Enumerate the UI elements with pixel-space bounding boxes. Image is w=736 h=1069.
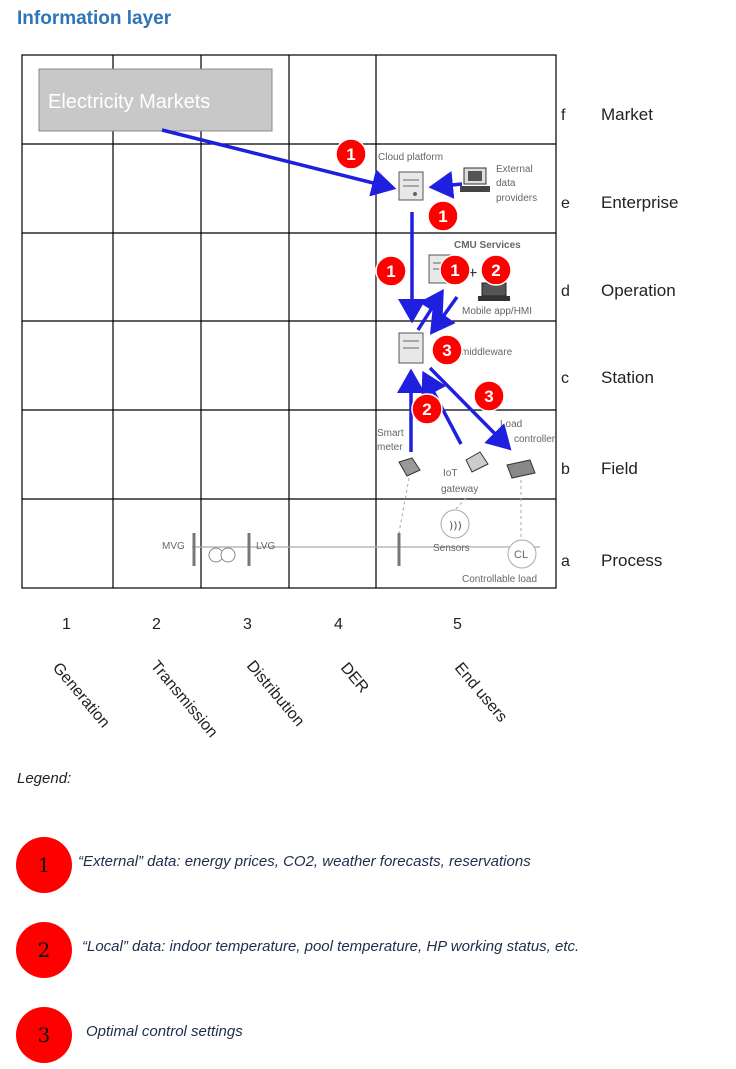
svg-text:IoT: IoT	[443, 468, 457, 479]
legend-title: Legend:	[17, 770, 72, 787]
badge-1-cmu: 1	[439, 254, 471, 286]
svg-text:gateway: gateway	[441, 484, 478, 495]
svg-text:Controllable load: Controllable load	[462, 574, 537, 585]
controllable-load-icon: CL	[507, 539, 537, 569]
zone-letter-a: a	[561, 553, 570, 570]
zone-name-process: Process	[601, 551, 662, 570]
legend-badge-1: 1	[16, 837, 72, 893]
legend-text-2: “Local” data: indoor temperature, pool t…	[82, 938, 580, 955]
svg-text:meter: meter	[377, 442, 403, 453]
svg-text:Electricity Markets: Electricity Markets	[48, 91, 210, 113]
arrow-middleware-to-load	[428, 366, 512, 451]
domain-name-transmission: Transmission	[147, 658, 221, 741]
domain-name-der: DER	[337, 660, 372, 697]
svg-text:controller: controller	[514, 434, 556, 445]
badge-3-load: 3	[473, 380, 505, 412]
domain-num-3: 3	[243, 616, 252, 633]
dashed-connectors	[398, 477, 522, 540]
process-line: MVG LVG	[162, 533, 540, 566]
svg-text:Sensors: Sensors	[433, 543, 470, 554]
legend-item-2: 2 “Local” data: indoor temperature, pool…	[16, 922, 716, 978]
svg-text:1: 1	[438, 207, 447, 226]
domain-num-1: 1	[62, 616, 71, 633]
data-flow-arrows	[161, 128, 512, 452]
domain-num-4: 4	[334, 616, 343, 633]
zone-labels: f Market e Enterprise d Operation c Stat…	[561, 105, 678, 570]
svg-text:CL: CL	[514, 549, 528, 561]
zone-letter-c: c	[561, 370, 569, 387]
mobile-app-icon	[478, 282, 510, 301]
electricity-markets-box: Electricity Markets	[38, 68, 273, 132]
smart-meter-icon	[398, 457, 421, 477]
svg-text:1: 1	[386, 262, 395, 281]
badge-1-external: 1	[427, 200, 459, 232]
legend-badge-3: 3	[16, 1007, 72, 1063]
svg-text:2: 2	[491, 261, 500, 280]
svg-text:Mobile app/HMI: Mobile app/HMI	[462, 306, 532, 317]
badges: 1 1 1 1 2 3 2 3	[335, 138, 512, 425]
zone-letter-d: d	[561, 283, 570, 300]
arrow-external-to-cloud	[428, 170, 463, 199]
zone-letter-e: e	[561, 195, 570, 212]
zone-name-operation: Operation	[601, 281, 676, 300]
svg-text:CMU Services: CMU Services	[454, 240, 521, 251]
load-controller-icon	[506, 459, 536, 479]
arrow-markets-to-cloud	[161, 128, 397, 197]
zone-name-market: Market	[601, 105, 653, 124]
domain-labels: 1 2 3 4 5 Generation Transmission Distri…	[49, 616, 510, 741]
svg-text:middleware: middleware	[461, 347, 513, 358]
legend-item-3: 3 Optimal control settings	[16, 1007, 716, 1063]
svg-text:Cloud platform: Cloud platform	[378, 152, 443, 163]
legend-text-3: Optimal control settings	[86, 1023, 243, 1040]
domain-name-end-users: End users	[451, 660, 510, 726]
iot-gateway-icon	[465, 451, 489, 473]
legend-text-1: “External” data: energy prices, CO2, wea…	[78, 853, 531, 870]
svg-text:3: 3	[442, 341, 451, 360]
svg-text:3: 3	[484, 387, 493, 406]
svg-text:+: +	[468, 265, 477, 282]
arrow-cmu-to-middleware	[429, 295, 459, 335]
zone-name-field: Field	[601, 459, 638, 478]
zone-letter-f: f	[561, 107, 566, 124]
external-data-computer-icon	[460, 167, 490, 192]
middleware-server-icon	[398, 332, 424, 364]
domain-name-distribution: Distribution	[243, 658, 307, 730]
legend-badge-2: 2	[16, 922, 72, 978]
svg-text:))): )))	[449, 519, 462, 532]
domain-name-generation: Generation	[49, 660, 113, 732]
svg-text:LVG: LVG	[256, 541, 275, 552]
domain-num-2: 2	[152, 616, 161, 633]
badge-2-field: 2	[411, 393, 443, 425]
sensors-icon: )))	[440, 509, 470, 539]
svg-text:2: 2	[422, 400, 431, 419]
svg-text:1: 1	[450, 261, 459, 280]
svg-text:MVG: MVG	[162, 541, 185, 552]
zone-name-station: Station	[601, 368, 654, 387]
badge-2-cmu: 2	[480, 254, 512, 286]
badge-3-middleware: 3	[431, 334, 463, 366]
grid	[21, 54, 557, 589]
svg-text:Smart: Smart	[377, 428, 404, 439]
domain-num-5: 5	[453, 616, 462, 633]
cloud-server-icon	[398, 171, 424, 201]
svg-text:providers: providers	[496, 193, 537, 204]
badge-1-markets: 1	[335, 138, 367, 170]
badge-1-cloud-down: 1	[375, 255, 407, 287]
page-title: Information layer	[17, 8, 172, 29]
zone-name-enterprise: Enterprise	[601, 193, 678, 212]
svg-text:1: 1	[346, 145, 355, 164]
svg-text:External: External	[496, 164, 533, 175]
legend-item-1: 1 “External” data: energy prices, CO2, w…	[16, 837, 716, 893]
sgam-diagram: Electricity Markets f Market e Enterpris…	[21, 54, 678, 741]
svg-text:data: data	[496, 178, 516, 189]
svg-text:Load: Load	[500, 419, 522, 430]
zone-letter-b: b	[561, 461, 570, 478]
